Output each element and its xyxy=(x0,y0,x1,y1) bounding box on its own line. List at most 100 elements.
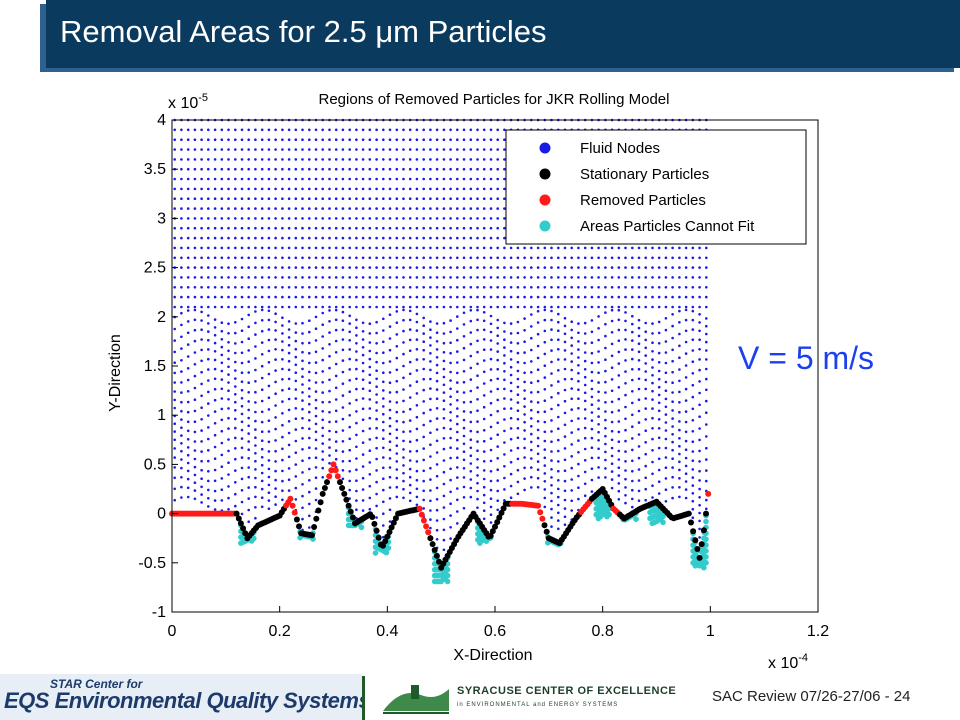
fluid-node xyxy=(631,295,634,299)
fluid-node xyxy=(301,459,304,463)
fluid-node xyxy=(489,305,493,309)
fluid-node xyxy=(240,380,244,384)
fluid-node xyxy=(644,441,647,444)
fluid-node xyxy=(193,305,197,309)
cannot-fit-point xyxy=(703,548,709,554)
fluid-node xyxy=(671,409,674,412)
fluid-node xyxy=(550,396,553,399)
fluid-node xyxy=(375,393,378,396)
fluid-node xyxy=(341,167,345,171)
fluid-node xyxy=(678,444,681,448)
fluid-node xyxy=(550,360,553,364)
fluid-node xyxy=(462,434,466,438)
fluid-node xyxy=(624,286,627,289)
stationary-particle xyxy=(492,523,498,530)
stationary-particle xyxy=(541,522,548,529)
fluid-node xyxy=(321,295,325,299)
stationary-particle xyxy=(373,527,380,534)
fluid-node xyxy=(328,343,331,346)
fluid-node xyxy=(395,436,399,440)
fluid-node xyxy=(597,305,600,309)
fluid-node xyxy=(321,347,325,350)
fluid-node xyxy=(577,497,580,501)
fluid-node xyxy=(314,414,318,418)
fluid-node xyxy=(698,380,701,383)
fluid-node xyxy=(422,423,426,427)
fluid-node xyxy=(624,348,627,351)
fluid-node xyxy=(301,471,304,474)
fluid-node xyxy=(469,246,473,250)
fluid-node xyxy=(476,266,479,269)
fluid-node xyxy=(334,207,338,210)
fluid-node xyxy=(388,457,392,460)
stationary-particle xyxy=(384,533,391,540)
fluid-node xyxy=(449,411,452,414)
fluid-node xyxy=(422,367,426,371)
fluid-node xyxy=(698,321,701,324)
fluid-node xyxy=(254,459,257,463)
fluid-node xyxy=(536,476,540,480)
fluid-node xyxy=(260,305,264,309)
fluid-node xyxy=(361,217,365,220)
fluid-node xyxy=(388,337,392,340)
fluid-node xyxy=(375,377,378,381)
fluid-node xyxy=(328,177,331,181)
fluid-node xyxy=(180,485,183,489)
fluid-node xyxy=(449,236,452,240)
fluid-node xyxy=(408,187,412,191)
fluid-node xyxy=(281,348,284,352)
fluid-node xyxy=(435,246,439,250)
fluid-node xyxy=(213,318,217,321)
fluid-node xyxy=(435,187,439,191)
fluid-node xyxy=(476,430,479,434)
fluid-node xyxy=(449,319,452,322)
fluid-node xyxy=(301,295,304,299)
fluid-node xyxy=(604,256,607,260)
fluid-node xyxy=(503,226,506,230)
fluid-node xyxy=(516,295,520,299)
fluid-node xyxy=(597,423,600,426)
fluid-node xyxy=(462,380,466,384)
fluid-node xyxy=(234,331,237,335)
fluid-node xyxy=(375,128,378,132)
fluid-node xyxy=(449,490,452,494)
fluid-node xyxy=(482,501,486,505)
fluid-node xyxy=(678,390,681,394)
fluid-node xyxy=(415,320,419,324)
fluid-node xyxy=(476,458,479,461)
fluid-node xyxy=(200,236,203,240)
fluid-node xyxy=(449,436,452,440)
fluid-node xyxy=(604,286,607,289)
fluid-node xyxy=(186,217,190,220)
fluid-node xyxy=(651,484,654,488)
fluid-node xyxy=(604,434,607,438)
fluid-node xyxy=(489,314,493,318)
fluid-node xyxy=(274,427,277,431)
fluid-node xyxy=(314,305,318,309)
fluid-node xyxy=(375,276,378,279)
fluid-node xyxy=(435,356,439,359)
fluid-node xyxy=(375,207,378,210)
fluid-node xyxy=(442,286,446,289)
fluid-node xyxy=(442,399,446,403)
fluid-node xyxy=(429,167,432,171)
fluid-node xyxy=(644,246,647,250)
fluid-node xyxy=(193,295,197,299)
fluid-node xyxy=(375,385,378,389)
fluid-node xyxy=(314,187,318,191)
fluid-node xyxy=(671,486,674,489)
fluid-node xyxy=(462,391,466,394)
fluid-node xyxy=(435,286,439,289)
fluid-node xyxy=(570,387,573,390)
fluid-node xyxy=(328,295,331,299)
fluid-node xyxy=(503,488,506,491)
stationary-particle xyxy=(390,519,397,526)
fluid-node xyxy=(530,400,533,403)
fluid-node xyxy=(435,295,439,299)
fluid-node xyxy=(617,440,621,444)
fluid-node xyxy=(610,378,614,381)
fluid-node xyxy=(543,256,547,260)
fluid-node xyxy=(213,341,217,345)
fluid-node xyxy=(523,266,526,269)
fluid-node xyxy=(180,370,183,373)
